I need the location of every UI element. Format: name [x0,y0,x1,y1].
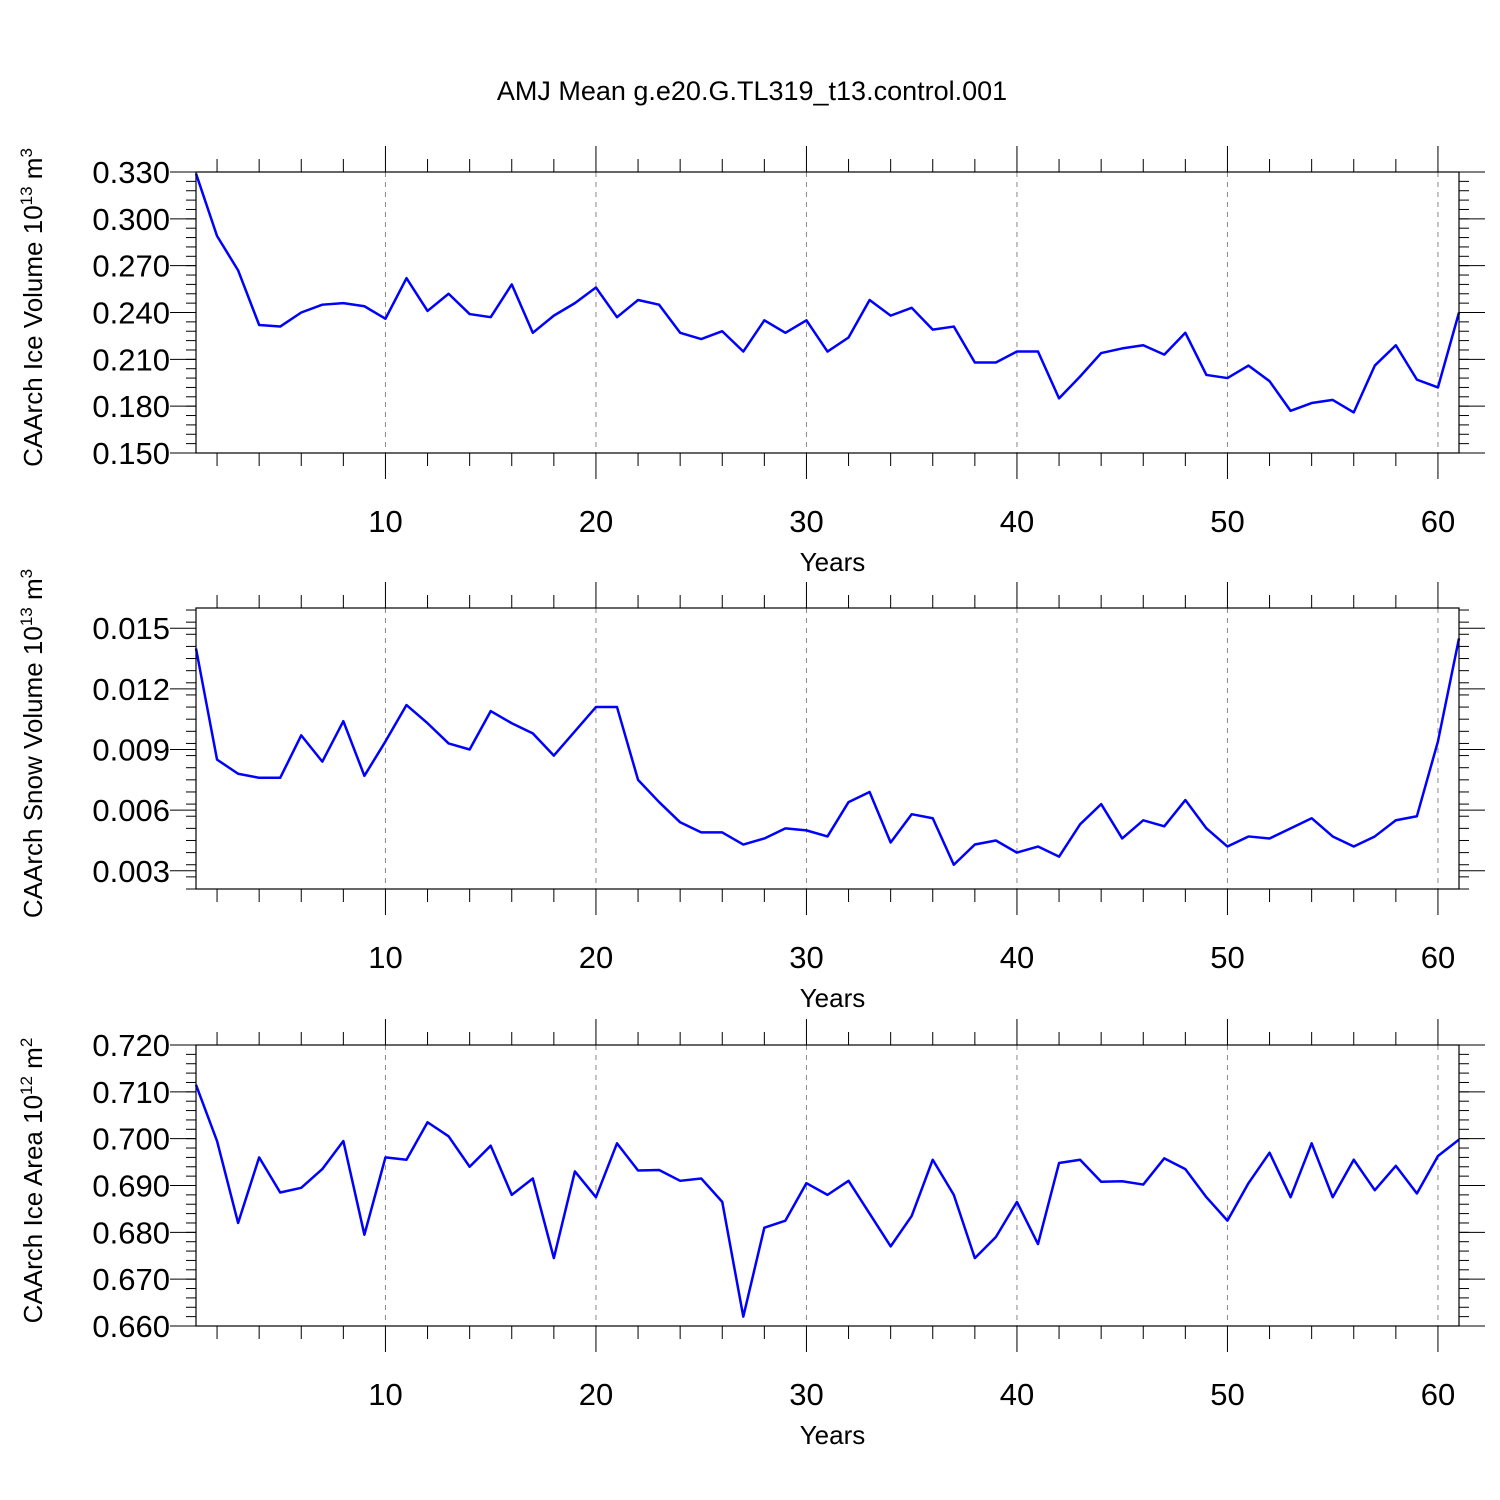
x-tick-label: 40 [1000,504,1034,539]
y-tick-label: 0.300 [92,202,170,237]
series-line [194,638,1461,866]
y-tick-label: 0.015 [92,611,170,646]
x-tick-label: 10 [368,940,402,975]
y-tick-label: 0.680 [92,1215,170,1250]
y-tick-label: 0.210 [92,342,170,377]
x-tick-label: 40 [1000,940,1034,975]
panel-1: 0.150 0.180 0.210 0.240 0.270 0.300 0.330 10 20 3… [17,146,1485,577]
y-tick-label: 0.270 [92,249,170,284]
x-tick-label: 10 [368,504,402,539]
y-axis-label: CAArch Ice Volume 1013 m3 [17,148,48,467]
series-line [194,173,1461,414]
x-axis-label: Years [800,1420,866,1450]
chart-title: AMJ Mean g.e20.G.TL319_t13.control.001 [497,76,1007,106]
y-tick-label: 0.700 [92,1122,170,1157]
y-tick-label: 0.150 [92,436,170,471]
y-tick-label: 0.670 [92,1262,170,1297]
x-tick-label: 50 [1210,940,1244,975]
y-tick-label: 0.710 [92,1075,170,1110]
x-tick-label: 30 [789,1377,823,1412]
panel-2: 0.003 0.006 0.009 0.012 0.015 10 20 30 40 50 60 Yea… [17,569,1485,1013]
x-tick-label: 30 [789,940,823,975]
y-tick-label: 0.003 [92,854,170,889]
y-tick-label: 0.720 [92,1028,170,1063]
y-axis-label: CAArch Ice Area 1012 m2 [17,1038,48,1324]
y-tick-label: 0.009 [92,733,170,768]
x-tick-label: 10 [368,1377,402,1412]
y-tick-label: 0.330 [92,155,170,190]
x-axis-label: Years [800,983,866,1013]
y-axis-label: CAArch Snow Volume 1013 m3 [17,569,48,918]
y-tick-label: 0.690 [92,1169,170,1204]
x-tick-label: 20 [579,940,613,975]
x-tick-label: 20 [579,1377,613,1412]
y-tick-label: 0.240 [92,296,170,331]
x-tick-label: 60 [1421,1377,1455,1412]
series-line [194,1084,1460,1318]
x-tick-label: 20 [579,504,613,539]
y-tick-label: 0.012 [92,672,170,707]
x-tick-label: 40 [1000,1377,1034,1412]
plot-frame [195,171,1460,454]
x-tick-label: 50 [1210,504,1244,539]
plot-frame [195,1044,1460,1327]
y-tick-label: 0.180 [92,389,170,424]
y-tick-label: 0.006 [92,793,170,828]
plot-frame [195,607,1460,890]
x-axis-label: Years [800,547,866,577]
x-tick-label: 30 [789,504,823,539]
y-tick-label: 0.660 [92,1309,170,1344]
panel-3: 0.660 0.670 0.680 0.690 0.700 0.710 0.720 10 20 3… [17,1019,1485,1450]
x-tick-label: 50 [1210,1377,1244,1412]
x-tick-label: 60 [1421,504,1455,539]
x-tick-label: 60 [1421,940,1455,975]
